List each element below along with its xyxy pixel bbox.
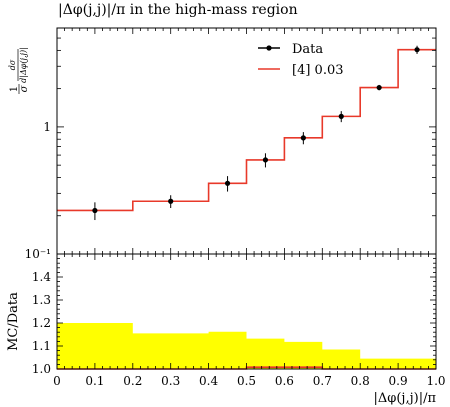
y-tick-label: 1.2	[32, 316, 51, 330]
data-point	[300, 135, 306, 141]
data-point	[168, 198, 174, 204]
y-axis-label: 1 σ dσ d|Δφ(j,j)|	[8, 47, 30, 94]
x-axis-label: |Δφ(j,j)|/π	[373, 391, 436, 406]
y-tick-label: 1.1	[32, 339, 51, 353]
y-axis-label-1: 1	[9, 86, 20, 92]
data-point	[414, 47, 420, 53]
legend: Data [4] 0.03	[258, 42, 344, 78]
x-tick-label: 0.3	[161, 374, 180, 388]
y-tick-label: 1.4	[32, 270, 51, 284]
data-point	[262, 157, 269, 163]
x-tick-label: 0.8	[351, 374, 370, 388]
x-tick-label: 0.1	[85, 374, 104, 388]
x-tick-label: 0.9	[389, 374, 408, 388]
y-tick-label: 1.3	[32, 293, 51, 307]
data-point	[338, 113, 344, 119]
legend-data-label: Data	[292, 42, 323, 57]
ratio-y-axis-label: MC/Data	[6, 292, 21, 351]
chart-title-text: |Δφ(j,j)|/π in the high-mass region	[58, 2, 298, 18]
data-point	[224, 180, 231, 186]
y-axis-label-dsigma: dσ	[8, 59, 17, 70]
mc-step-line	[57, 48, 436, 212]
x-tick-label: 0.4	[199, 374, 218, 388]
y-tick-label: 10⁻¹	[25, 247, 51, 261]
main-frame	[56, 27, 437, 255]
x-tick-label: 0.6	[275, 374, 294, 388]
x-tick-label: 1.0	[426, 374, 445, 388]
x-tick-label: 0.7	[313, 374, 332, 388]
x-tick-label: 0.5	[237, 374, 256, 388]
y-axis-label-ddphi: d|Δφ(j,j)|	[19, 47, 28, 83]
chart-title: |Δφ(j,j)|/π in the high-mass region	[58, 2, 298, 18]
data-point	[92, 207, 98, 214]
y-axis-label-sigma: σ	[19, 84, 30, 92]
main-panel: 10⁻¹11 σdσ d|Δφ(j,j)| Data[4] 0.03	[8, 27, 437, 261]
data-point	[376, 84, 382, 91]
uncertainty-band	[57, 323, 436, 369]
legend-data-marker	[266, 45, 272, 51]
ratio-panel: 0 0.1 0.2 0.3 0.4 0.5 0.6 0.7 0.8 0.9 1.0 1.0 1.1 1.2…	[6, 253, 446, 406]
legend-mc-label: [4] 0.03	[292, 63, 344, 78]
x-tick-label: 0.2	[123, 374, 142, 388]
y-tick-label: 1	[43, 120, 51, 134]
y-tick-label: 1.0	[32, 362, 51, 376]
x-tick-label: 0	[53, 374, 61, 388]
